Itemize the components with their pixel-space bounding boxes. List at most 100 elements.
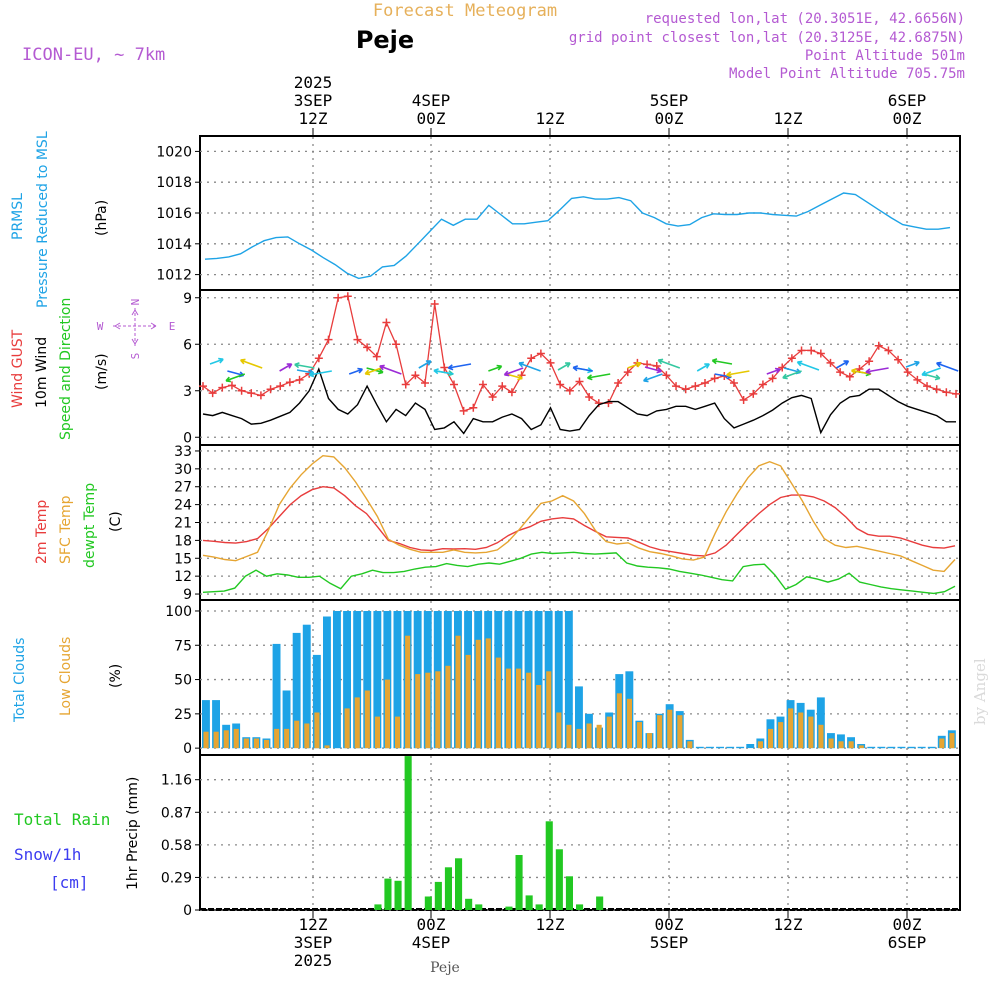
temp-dewpt-line — [202, 551, 956, 595]
wind-gust-point — [874, 341, 883, 350]
wind-gust-point — [314, 354, 323, 363]
low-cloud-bar — [364, 690, 370, 749]
precip-bar — [444, 867, 452, 910]
low-cloud-bar — [858, 745, 864, 749]
gridpoint-coords: grid point closest lon,lat (20.3125E, 42… — [569, 30, 965, 46]
low-cloud-bar — [324, 745, 330, 749]
total-cloud-bar — [333, 611, 341, 749]
wind-gust-point — [662, 371, 671, 380]
model-label: ICON-EU, ~ 7km — [22, 45, 165, 65]
low-cloud-bar — [284, 728, 290, 749]
temperature-ytick-label-5: 24 — [174, 498, 192, 514]
wind-gust-point — [507, 388, 516, 397]
wind-gust-point — [295, 375, 304, 384]
compass-rose: W E N S — [97, 299, 176, 360]
compass-west: W — [97, 320, 104, 333]
wind-gust-point — [556, 380, 565, 389]
top-axis-label-5-0: 6SEP — [888, 91, 927, 110]
bottom-axis-label-5-0: 00Z — [893, 915, 922, 934]
wind-arrow — [557, 362, 571, 371]
total-cloud-bar — [887, 746, 896, 749]
wind-arrow — [711, 358, 733, 365]
precip-bar — [576, 904, 584, 910]
low-cloud-bar — [304, 723, 310, 749]
wind-gust-point — [478, 380, 487, 389]
low-cloud-bar — [677, 715, 683, 749]
wind-gust-point — [285, 378, 294, 387]
wind-gust-point — [392, 340, 401, 349]
wind-10m-line — [202, 367, 956, 435]
wind-arrow — [518, 361, 541, 372]
total-cloud-bar — [837, 734, 845, 749]
prmsl-desc-label: Pressure Reduced to MSL — [35, 131, 51, 308]
low-cloud-bar — [425, 672, 431, 749]
wind-gust-point — [266, 385, 275, 394]
low-cloud-bar — [475, 639, 481, 749]
wind-ytick-label-1: 3 — [183, 384, 192, 400]
total-cloud-bar — [323, 616, 331, 749]
total-cloud-bar — [363, 611, 372, 749]
low-cloud-bar — [667, 709, 673, 749]
wind-gust-point — [440, 363, 449, 372]
low-cloud-bar — [546, 671, 552, 749]
precip-ytick-label-3: 0.87 — [161, 805, 192, 821]
wind-arrow — [696, 363, 710, 372]
top-axis-label-3-1: 00Z — [655, 109, 684, 128]
precip-bar — [515, 855, 523, 910]
wind-arrow — [447, 363, 472, 371]
wind-gust-point — [363, 343, 372, 352]
precip-bar — [525, 895, 533, 910]
wind-gust-point — [546, 358, 555, 367]
low-cloud-bar — [495, 657, 501, 749]
pressure-ytick-label-4: 1020 — [156, 144, 192, 160]
low-cloud-bar — [687, 741, 693, 749]
wind-gust-point — [884, 346, 893, 355]
temperature-ytick-label-4: 21 — [174, 516, 192, 532]
wind-gust-point — [227, 381, 236, 390]
low-cloud-bar — [576, 728, 582, 749]
precip-bar — [596, 896, 604, 910]
wind-arrow — [239, 358, 263, 369]
temperature-ytick-label-2: 15 — [174, 551, 192, 567]
low-cloud-bar — [264, 739, 270, 749]
top-axis-label-0-0: 2025 — [294, 73, 333, 92]
bottom-axis-label-1-1: 4SEP — [412, 933, 451, 952]
precip-ytick-label-2: 0.58 — [161, 838, 192, 854]
wind-gust-point — [952, 389, 960, 398]
wind-gust-point — [923, 382, 932, 391]
pressure-ytick-label-2: 1016 — [156, 206, 192, 222]
rain-label: Total Rain — [14, 810, 110, 829]
low-cloud-bar — [455, 635, 461, 749]
low-cloud-bar — [253, 738, 259, 749]
precip-bar — [505, 906, 513, 910]
prmsl-label: PRMSL — [10, 193, 26, 240]
temp-sfc-line — [202, 454, 956, 573]
temperature-ytick-label-8: 33 — [174, 444, 192, 460]
bottom-axis-label-3-1: 5SEP — [650, 933, 689, 952]
wind-gust-point — [536, 349, 545, 358]
wind-gust-point — [208, 389, 217, 398]
low-cloud-bar — [243, 738, 249, 749]
temperature-ytick-label-0: 9 — [183, 587, 192, 603]
top-axis-label-2-0: 12Z — [536, 109, 565, 128]
total-cloud-bar — [282, 690, 291, 749]
total-cloud-bar — [917, 746, 926, 749]
total-clouds-label: Total Clouds — [12, 638, 28, 723]
compass-north: N — [129, 299, 142, 306]
low-cloud-bar — [384, 679, 390, 749]
wind-gust-point — [768, 374, 777, 383]
precip-bar — [555, 849, 563, 910]
low-clouds-label: Low Clouds — [58, 637, 74, 716]
clouds-ytick-label-2: 50 — [174, 673, 192, 689]
wind-gust-point — [681, 385, 690, 394]
low-cloud-bar — [636, 722, 642, 749]
total-cloud-bar — [534, 611, 543, 749]
low-cloud-bar — [395, 716, 401, 749]
panel-wind: 0 3 6 9 — [183, 289, 961, 446]
wind-gust-point — [353, 335, 362, 344]
low-cloud-bar — [314, 712, 320, 749]
low-cloud-bar — [949, 733, 955, 749]
wind-gust-point — [276, 382, 285, 391]
wind-gust-point — [575, 377, 584, 386]
